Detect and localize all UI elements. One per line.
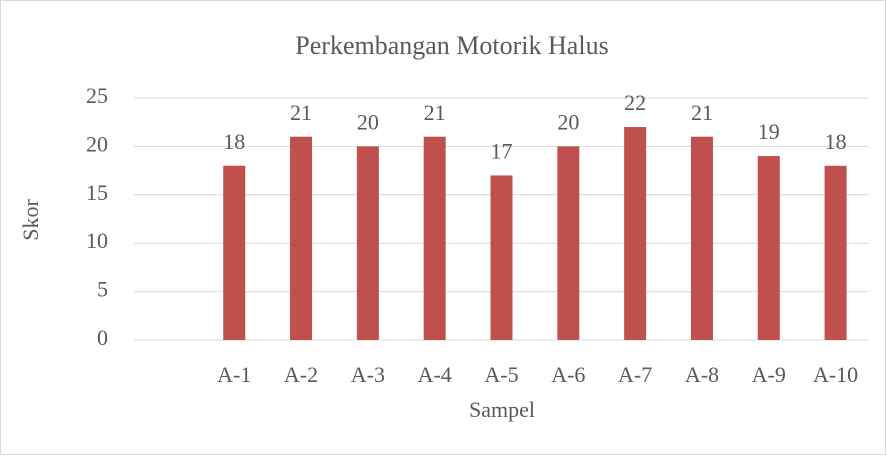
data-label: 21 bbox=[290, 100, 312, 125]
x-tick-label: A-9 bbox=[752, 362, 786, 387]
x-tick-label: A-10 bbox=[813, 362, 858, 387]
y-tick-label: 20 bbox=[86, 131, 108, 156]
data-label: 17 bbox=[491, 138, 513, 163]
x-tick-label: A-2 bbox=[284, 362, 318, 387]
bar bbox=[624, 127, 647, 340]
bar bbox=[557, 146, 580, 340]
chart-title: Perkembangan Motorik Halus bbox=[295, 31, 608, 60]
x-tick-label: A-4 bbox=[418, 362, 452, 387]
y-tick-label: 15 bbox=[86, 180, 108, 205]
y-tick-label: 5 bbox=[97, 277, 108, 302]
bar bbox=[490, 175, 513, 340]
bar bbox=[423, 136, 446, 340]
x-tick-label: A-5 bbox=[484, 362, 518, 387]
x-tick-label: A-7 bbox=[618, 362, 652, 387]
bar bbox=[824, 165, 847, 340]
data-label: 21 bbox=[424, 100, 446, 125]
bar bbox=[223, 165, 246, 340]
data-label: 22 bbox=[624, 90, 646, 115]
bar bbox=[690, 136, 713, 340]
x-tick-label: A-6 bbox=[551, 362, 585, 387]
data-label: 20 bbox=[557, 109, 579, 134]
bar bbox=[290, 136, 313, 340]
bar bbox=[356, 146, 379, 340]
x-tick-label: A-8 bbox=[685, 362, 719, 387]
y-tick-label: 10 bbox=[86, 228, 108, 253]
data-label: 18 bbox=[223, 129, 245, 154]
x-tick-label: A-1 bbox=[217, 362, 251, 387]
data-label: 19 bbox=[758, 119, 780, 144]
y-tick-label: 0 bbox=[97, 325, 108, 350]
data-label: 21 bbox=[691, 100, 713, 125]
x-tick-label: A-3 bbox=[351, 362, 385, 387]
x-axis-label: Sampel bbox=[469, 397, 535, 422]
y-axis-label: Skor bbox=[18, 199, 43, 241]
y-tick-label: 25 bbox=[86, 83, 108, 108]
data-label: 18 bbox=[825, 129, 847, 154]
bar bbox=[757, 156, 780, 340]
data-label: 20 bbox=[357, 109, 379, 134]
